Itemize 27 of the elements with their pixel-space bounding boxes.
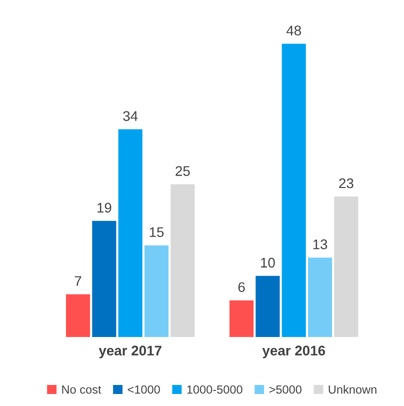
- data-label: 23: [339, 178, 354, 188]
- bar: [144, 245, 169, 337]
- bar: [256, 276, 280, 337]
- bar: [170, 184, 195, 337]
- legend-label: Unknown: [328, 385, 376, 394]
- data-label: 48: [286, 26, 301, 36]
- legend-label: 1000-5000: [187, 385, 242, 394]
- data-label: 7: [74, 276, 82, 286]
- legend-label: >5000: [269, 385, 302, 394]
- bar: [66, 294, 90, 337]
- legend-label: <1000: [128, 385, 160, 394]
- data-label: 19: [98, 202, 112, 213]
- bar: [282, 44, 306, 337]
- bar: [230, 300, 254, 337]
- data-label: 13: [313, 239, 328, 250]
- legend-label: No cost: [62, 385, 102, 394]
- bar: [334, 196, 358, 337]
- bar: [92, 220, 116, 337]
- bar: [118, 129, 142, 337]
- bar: [308, 258, 332, 337]
- x-tick-label: year 2017: [98, 346, 162, 358]
- x-tick-label: year 2016: [262, 346, 326, 358]
- data-label: 34: [123, 111, 138, 121]
- data-label: 15: [150, 227, 164, 238]
- data-label: 6: [238, 282, 245, 292]
- data-label: 25: [176, 166, 190, 176]
- data-label: 10: [261, 258, 275, 268]
